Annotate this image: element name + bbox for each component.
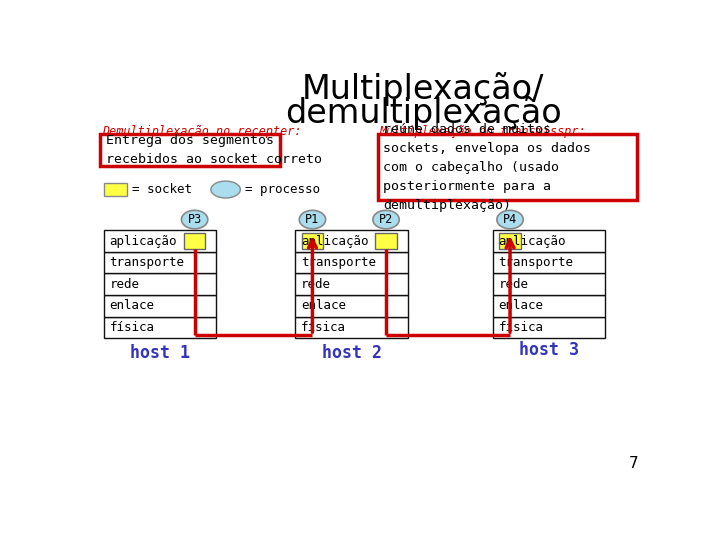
- Bar: [302, 233, 323, 249]
- Bar: [493, 252, 606, 273]
- Text: Multiplexação no transmisspr:: Multiplexação no transmisspr:: [379, 125, 585, 138]
- Text: transporte: transporte: [301, 256, 376, 269]
- Bar: [104, 273, 216, 295]
- Text: 7: 7: [629, 456, 639, 471]
- Text: física: física: [301, 321, 346, 334]
- Bar: [295, 252, 408, 273]
- Bar: [493, 316, 606, 338]
- Text: P3: P3: [187, 213, 202, 226]
- Bar: [295, 231, 408, 252]
- Ellipse shape: [497, 210, 523, 229]
- Bar: [295, 316, 408, 338]
- Bar: [104, 295, 216, 316]
- Bar: [493, 231, 606, 252]
- Bar: [184, 233, 205, 249]
- Bar: [104, 231, 216, 252]
- Text: enlace: enlace: [498, 299, 544, 312]
- Text: transporte: transporte: [498, 256, 573, 269]
- Bar: [377, 134, 637, 200]
- Ellipse shape: [181, 210, 208, 229]
- Ellipse shape: [300, 210, 325, 229]
- Bar: [493, 273, 606, 295]
- Text: física: física: [498, 321, 544, 334]
- Text: rede: rede: [109, 278, 140, 291]
- Text: rede: rede: [301, 278, 330, 291]
- Text: Multiplexação/: Multiplexação/: [302, 72, 544, 106]
- Bar: [295, 273, 408, 295]
- Text: P1: P1: [305, 213, 320, 226]
- Text: Demultiplexação no recepter:: Demultiplexação no recepter:: [102, 125, 301, 138]
- Text: rede: rede: [498, 278, 528, 291]
- Text: física: física: [109, 321, 154, 334]
- Text: enlace: enlace: [109, 299, 154, 312]
- Text: aplicação: aplicação: [301, 234, 369, 248]
- Text: P4: P4: [503, 213, 517, 226]
- Bar: [295, 295, 408, 316]
- Text: host 3: host 3: [519, 341, 579, 359]
- Text: reúne dados de muitos
sockets, envelopa os dados
com o cabeçalho (usado
posterio: reúne dados de muitos sockets, envelopa …: [383, 123, 591, 212]
- Bar: [499, 233, 521, 249]
- Bar: [493, 295, 606, 316]
- Bar: [375, 233, 397, 249]
- Text: = socket: = socket: [132, 183, 192, 196]
- Bar: [100, 134, 280, 166]
- Text: host 2: host 2: [322, 344, 382, 362]
- Text: host 1: host 1: [130, 344, 190, 362]
- Bar: [104, 252, 216, 273]
- Bar: [104, 316, 216, 338]
- Text: Entrega dos segmentos
recebidos ao socket correto: Entrega dos segmentos recebidos ao socke…: [106, 134, 322, 166]
- Text: demultiplexação: demultiplexação: [285, 96, 562, 130]
- Text: P2: P2: [379, 213, 393, 226]
- Ellipse shape: [373, 210, 399, 229]
- Ellipse shape: [211, 181, 240, 198]
- Text: transporte: transporte: [109, 256, 184, 269]
- Text: enlace: enlace: [301, 299, 346, 312]
- Text: aplicação: aplicação: [498, 234, 566, 248]
- Bar: [104, 184, 127, 195]
- Text: = processo: = processo: [245, 183, 320, 196]
- Text: aplicação: aplicação: [109, 234, 177, 248]
